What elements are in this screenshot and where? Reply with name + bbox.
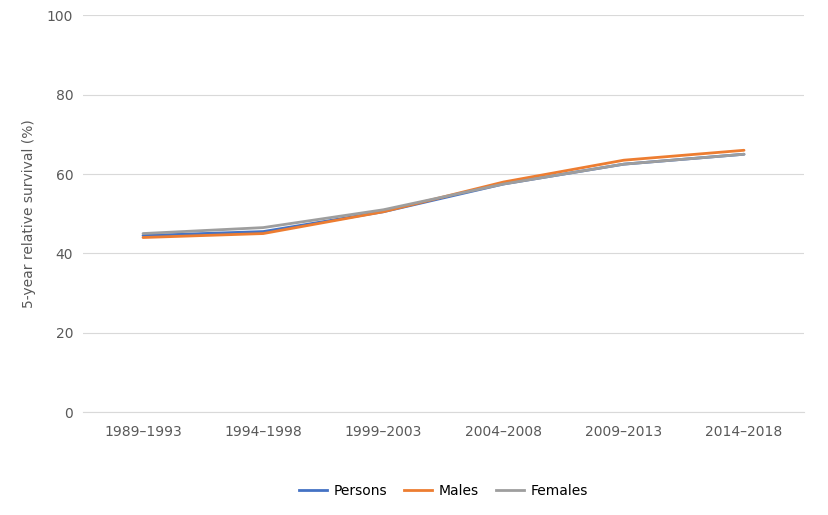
Males [618,157,628,163]
Females [739,151,749,157]
Persons [258,229,268,235]
Line: Males: Males [143,150,744,237]
Females [618,161,628,167]
Females [258,225,268,231]
Y-axis label: 5-year relative survival (%): 5-year relative survival (%) [22,119,36,308]
Persons [739,151,749,157]
Females [378,207,388,213]
Males [378,209,388,215]
Males [739,147,749,153]
Males [137,234,148,241]
Males [258,231,268,237]
Persons [137,232,148,238]
Line: Persons: Persons [143,154,744,235]
Legend: Persons, Males, Females: Persons, Males, Females [293,478,593,504]
Persons [498,181,508,187]
Persons [378,209,388,215]
Line: Females: Females [143,154,744,234]
Females [137,231,148,237]
Persons [618,161,628,167]
Females [498,181,508,187]
Males [498,179,508,185]
